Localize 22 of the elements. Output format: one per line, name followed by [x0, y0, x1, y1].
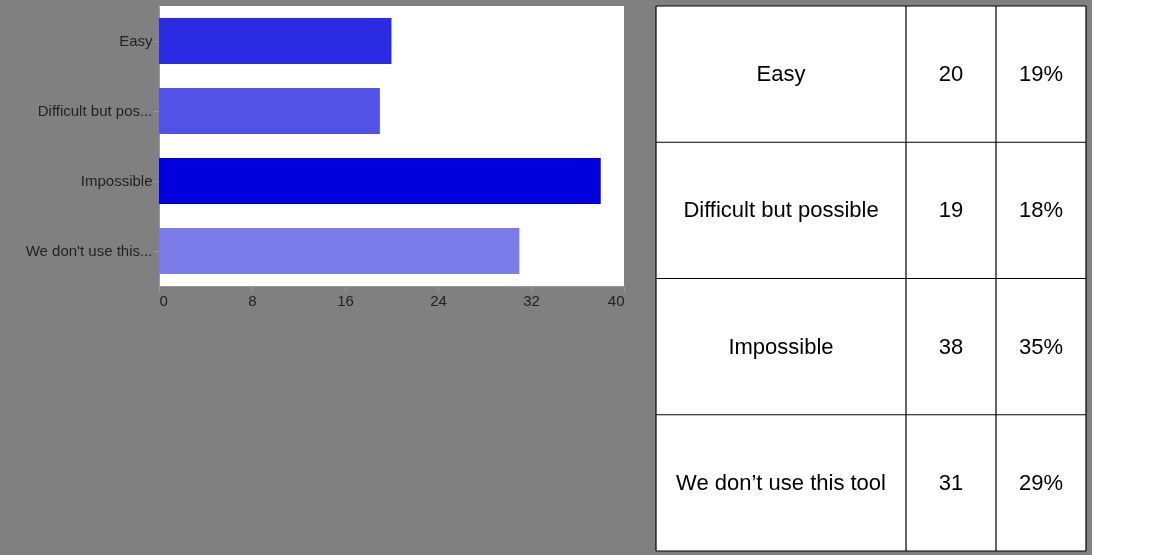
text: 19: [938, 197, 964, 223]
x-tick-label: 8: [248, 291, 257, 309]
y-tick-label: Difficult but pos...: [37, 102, 153, 119]
text: 31: [938, 469, 964, 495]
x-tick-label: 32: [523, 291, 540, 309]
x-tick-label: 0: [159, 291, 168, 309]
x-tick-label: 40: [607, 291, 625, 309]
x-tick-label: 16: [337, 291, 354, 309]
text: 38: [938, 333, 964, 359]
y-tick-label: We don't use this...: [25, 242, 153, 259]
text: 18%: [1018, 197, 1064, 223]
text: 20: [938, 61, 964, 87]
text: Easy: [756, 61, 806, 87]
text: We don’t use this tool: [676, 469, 886, 495]
text: 35%: [1018, 333, 1064, 359]
x-tick-label: 24: [430, 291, 447, 309]
text: 29%: [1018, 469, 1064, 495]
y-tick-label: Impossible: [80, 172, 153, 189]
y-tick-label: Easy: [119, 32, 153, 49]
text: Difficult but possible: [683, 197, 879, 223]
text: Impossible: [728, 333, 834, 359]
text: 19%: [1018, 61, 1064, 87]
